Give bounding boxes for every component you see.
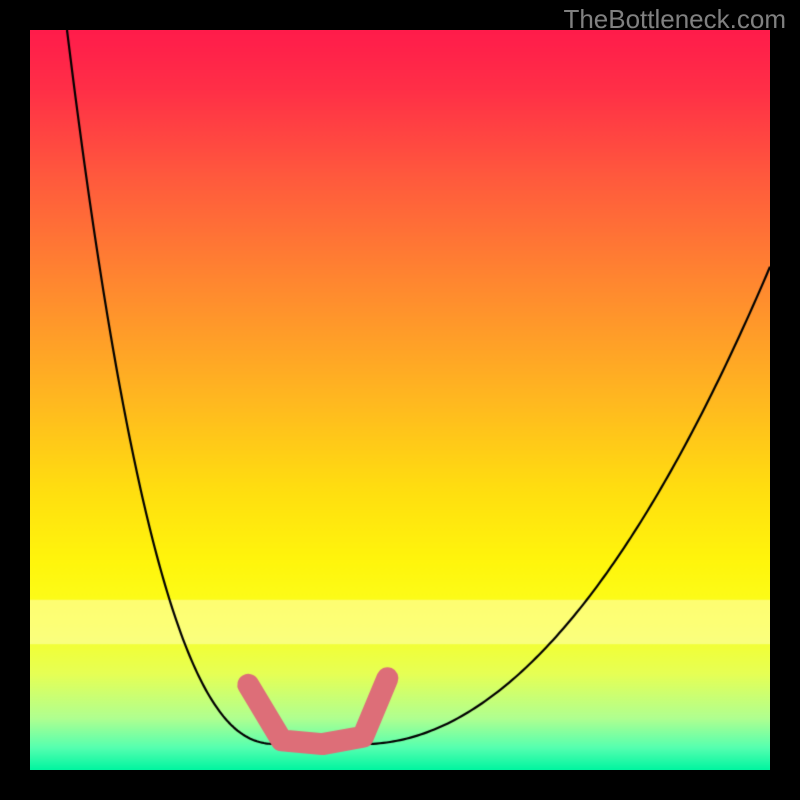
chart-container: TheBottleneck.com bbox=[0, 0, 800, 800]
watermark-label: TheBottleneck.com bbox=[563, 4, 786, 35]
bottleneck-chart-canvas bbox=[30, 30, 770, 770]
